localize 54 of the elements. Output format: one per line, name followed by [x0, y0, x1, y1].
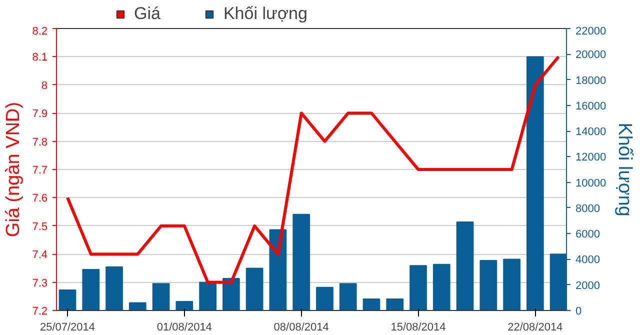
y-tick-label: 7.4 — [32, 249, 48, 262]
bar — [456, 222, 474, 310]
bar — [82, 268, 100, 310]
y2-tick-label: 14000 — [576, 126, 606, 138]
y-tick-label: 8.2 — [32, 26, 48, 38]
line-series — [66, 55, 560, 284]
bar — [526, 56, 544, 310]
legend-label: Giá — [134, 4, 160, 24]
y2-axis-title: Khối lượng — [614, 122, 636, 216]
y2-tick-label: 16000 — [576, 100, 606, 112]
y-tick-label: 7.7 — [32, 164, 48, 176]
y2-tick-label: 12000 — [576, 152, 606, 164]
x-tick-label: 08/08/2014 — [274, 322, 329, 334]
bar — [128, 302, 146, 310]
bar — [292, 214, 310, 310]
y2-tick-label: 6000 — [576, 228, 600, 241]
bar — [503, 258, 520, 310]
x-tick-label: 01/08/2014 — [156, 322, 212, 334]
y2-tick-label: 8000 — [576, 202, 600, 215]
bar — [386, 298, 404, 310]
y-tick-label: 7.6 — [32, 192, 48, 205]
y-tick-label: 7.9 — [32, 108, 48, 120]
y-tick-label: 7.3 — [32, 277, 48, 290]
y2-tick-label: 20000 — [576, 49, 606, 62]
bar — [339, 283, 357, 310]
bar — [269, 229, 287, 310]
y2-tick-label: 4000 — [576, 254, 600, 266]
y-tick-label: 7.5 — [32, 220, 48, 233]
y-tick-label: 8.1 — [32, 52, 48, 64]
bar — [410, 265, 427, 310]
bar — [246, 268, 264, 310]
y-tick-label: 8 — [41, 80, 48, 92]
bar — [199, 282, 216, 310]
bar — [58, 289, 76, 310]
y-tick-label: 7.8 — [32, 136, 48, 148]
bar — [106, 266, 123, 310]
y2-tick-label: 10000 — [576, 177, 606, 190]
bar — [316, 286, 334, 310]
x-tick-label: 22/08/2014 — [508, 322, 563, 334]
x-tick-label: 15/08/2014 — [390, 322, 446, 334]
bar — [432, 264, 450, 310]
bar — [222, 278, 240, 310]
bar — [176, 301, 194, 310]
y2-tick-label: 2000 — [576, 280, 600, 292]
x-tick-label: 25/07/2014 — [40, 322, 96, 334]
bar — [152, 283, 170, 310]
y2-tick-label: 18000 — [576, 74, 606, 87]
y-axis-title: Giá (ngàn VND) — [3, 102, 24, 238]
legend-label: Khối lượng — [223, 4, 308, 24]
bar — [480, 260, 498, 310]
y2-tick-label: 0 — [576, 306, 582, 318]
y2-tick-label: 22000 — [576, 26, 606, 38]
bar — [362, 298, 380, 310]
y-tick-label: 7.2 — [32, 306, 48, 318]
